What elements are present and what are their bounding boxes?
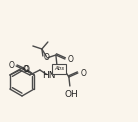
Text: Abs: Abs xyxy=(54,66,64,71)
Text: O: O xyxy=(8,61,14,71)
Text: O: O xyxy=(68,55,74,63)
FancyBboxPatch shape xyxy=(52,64,66,74)
Text: HN: HN xyxy=(42,71,56,80)
Text: O: O xyxy=(80,68,86,77)
Text: O: O xyxy=(22,66,28,75)
Text: O: O xyxy=(44,54,50,62)
Text: O: O xyxy=(23,65,29,73)
Text: OH: OH xyxy=(64,90,78,99)
